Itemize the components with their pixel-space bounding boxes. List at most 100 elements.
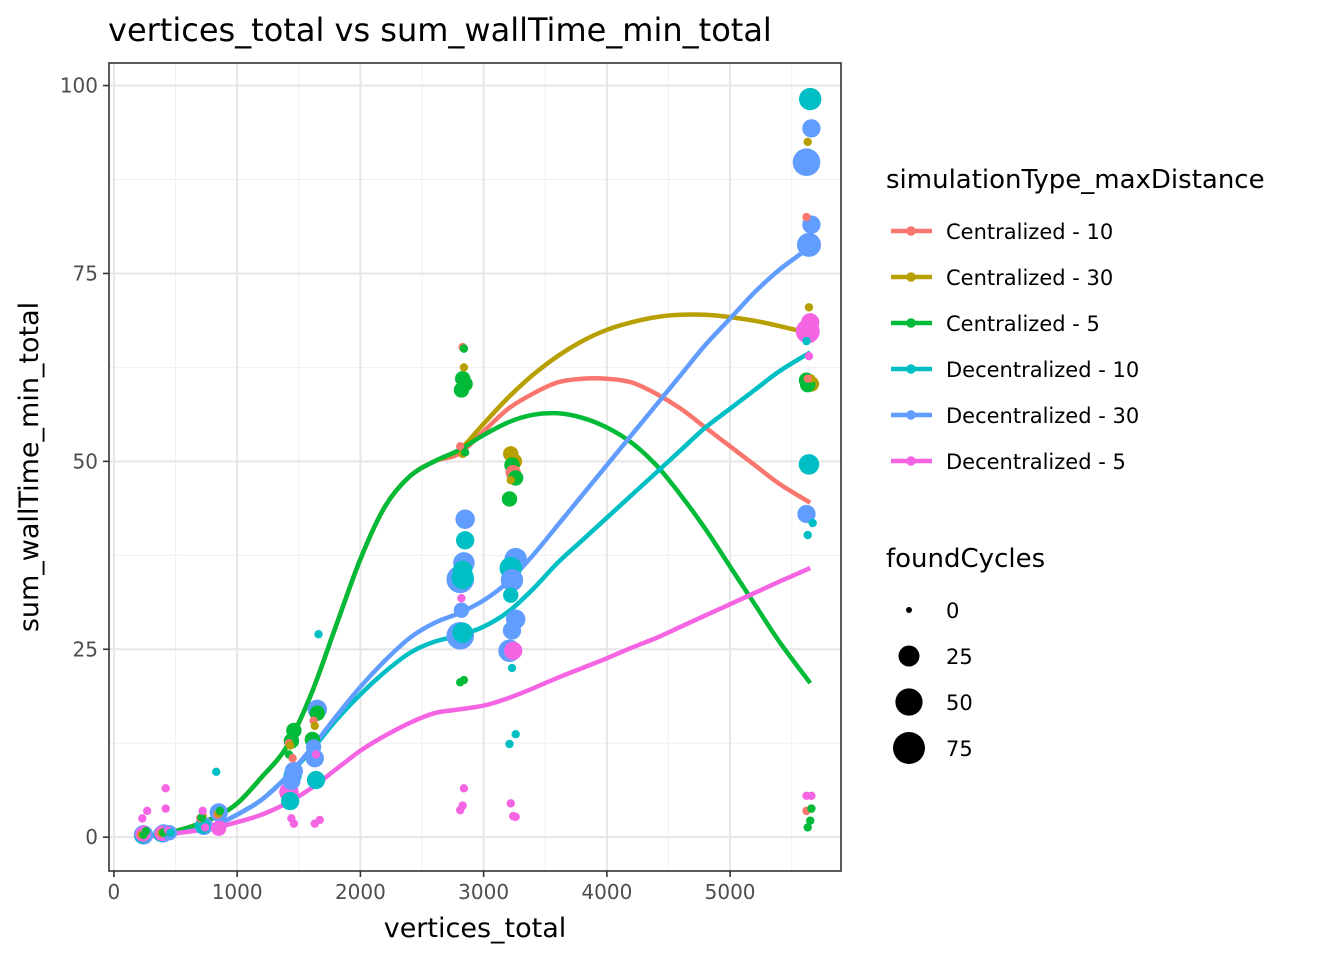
data-point-d5	[218, 821, 227, 831]
y-tick-label: 100	[60, 74, 98, 98]
data-point-d5	[506, 799, 515, 808]
legend-item-d5: Decentralized - 5	[891, 450, 1126, 474]
data-point-d30	[796, 232, 821, 257]
data-point-d5	[804, 351, 814, 361]
data-point-d10	[455, 531, 475, 550]
data-point-c5	[501, 491, 518, 507]
data-point-c5	[286, 722, 302, 739]
data-point-c30	[804, 303, 814, 312]
data-point-d5	[311, 750, 321, 759]
legend-key-point	[906, 364, 916, 374]
data-point-d5	[161, 804, 170, 813]
legend-size-item: 0	[906, 599, 959, 623]
data-point-d30	[802, 119, 821, 138]
legend-size-item: 25	[898, 645, 973, 669]
data-point-d5	[138, 814, 147, 823]
legend-item-d30: Decentralized - 30	[891, 404, 1139, 428]
data-point-d10	[802, 336, 811, 346]
data-point-c10	[803, 374, 812, 383]
legend-item-c30: Centralized - 30	[891, 266, 1113, 290]
x-tick-label: 3000	[458, 880, 509, 904]
data-point-d10	[798, 87, 822, 111]
legend-size-point	[898, 645, 920, 667]
data-point-c5	[807, 804, 816, 813]
data-point-d5	[807, 791, 816, 801]
legend-label: Centralized - 10	[946, 220, 1113, 244]
data-point-d30	[797, 504, 816, 524]
data-point-d10	[505, 739, 514, 749]
legend-color-title: simulationType_maxDistance	[886, 165, 1265, 195]
y-tick-label: 25	[73, 637, 98, 661]
data-point-d5	[143, 806, 152, 816]
y-axis-title: sum_wallTime_min_total	[14, 302, 45, 632]
gridlines	[109, 63, 841, 871]
data-point-d10	[803, 530, 812, 540]
data-point-d5	[504, 641, 523, 660]
data-point-c5	[459, 344, 469, 353]
legend-size-point	[895, 688, 923, 716]
data-point-d10	[166, 828, 175, 837]
data-point-d10	[452, 560, 473, 581]
x-tick-label: 2000	[335, 880, 386, 904]
legend-key-point	[906, 318, 916, 328]
data-point-d10	[280, 791, 300, 811]
legend-size-label: 25	[946, 645, 973, 669]
data-point-d30	[502, 621, 522, 640]
data-point-d10	[212, 767, 221, 776]
chart-title: vertices_total vs sum_wallTime_min_total	[108, 11, 772, 49]
data-point-d10	[798, 454, 820, 475]
data-point-d30	[792, 148, 821, 177]
x-tick-label: 1000	[212, 880, 263, 904]
data-point-d30	[455, 509, 475, 529]
legend-color: simulationType_maxDistance Centralized -…	[886, 165, 1265, 474]
legend-label: Decentralized - 30	[946, 404, 1139, 428]
data-point-d5	[161, 784, 170, 793]
data-point-c5	[457, 376, 473, 392]
data-point-d5	[511, 812, 520, 822]
data-point-d10	[511, 730, 520, 739]
legend-key-point	[906, 226, 916, 236]
smooth-line-d30	[140, 245, 812, 840]
legend-label: Decentralized - 10	[946, 358, 1139, 382]
data-point-d5	[459, 784, 469, 793]
plot-panel-border	[108, 62, 842, 872]
data-point-c5	[803, 823, 812, 832]
legend-size-label: 75	[946, 737, 973, 761]
data-point-d10	[503, 587, 519, 603]
data-point-d5	[198, 806, 207, 816]
data-point-c10	[802, 212, 811, 222]
data-point-c5	[215, 806, 225, 816]
legend-size-point	[893, 732, 925, 764]
data-point-d10	[306, 770, 326, 790]
data-point-c5	[197, 813, 206, 822]
data-point-c30	[310, 721, 319, 731]
data-point-c5	[141, 826, 151, 836]
legend-key-point	[906, 410, 916, 420]
data-point-d10	[314, 630, 323, 639]
data-point-d5	[200, 823, 210, 832]
data-point-c5	[459, 675, 469, 685]
legend-label: Decentralized - 5	[946, 450, 1126, 474]
legend-item-c5: Centralized - 5	[891, 312, 1100, 336]
legend-size-item: 50	[895, 688, 973, 716]
data-point-c30	[506, 475, 515, 485]
legend-key-point	[906, 456, 916, 466]
legend-label: Centralized - 5	[946, 312, 1100, 336]
data-point-d10	[507, 663, 517, 673]
smooth-line-c5	[140, 410, 813, 840]
smooth-lines	[140, 245, 813, 840]
legend-label: Centralized - 30	[946, 266, 1113, 290]
data-point-d10	[808, 518, 817, 528]
data-point-d5	[801, 313, 820, 332]
x-tick-label: 0	[108, 880, 121, 904]
data-point-d30	[284, 761, 304, 781]
y-tick-label: 0	[85, 825, 98, 849]
y-tick-label: 75	[73, 261, 98, 285]
data-point-c30	[285, 741, 295, 750]
data-point-d5	[289, 819, 299, 828]
x-tick-label: 4000	[581, 880, 632, 904]
data-point-c30	[459, 363, 469, 372]
legend-size-label: 0	[946, 599, 959, 623]
legend-size-point	[906, 607, 912, 613]
scatter-points	[133, 87, 822, 845]
